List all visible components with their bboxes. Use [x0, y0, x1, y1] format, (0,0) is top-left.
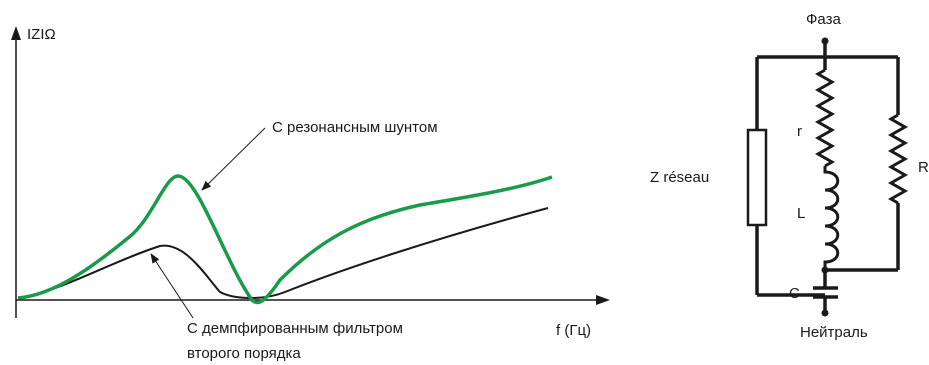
- curve-damped-label-line2: второго порядка: [187, 345, 301, 362]
- y-axis-arrow-icon: [11, 26, 21, 40]
- filter-circuit: Фаза Z réseau r L C Нейтраль: [650, 11, 929, 341]
- z-network-label: Z réseau: [650, 169, 709, 186]
- neutral-label: Нейтраль: [800, 324, 868, 341]
- y-axis-label: IZIΩ: [27, 26, 56, 43]
- capacitor-label: C: [789, 285, 800, 302]
- resonant-leader-line: [201, 127, 266, 191]
- z-network-resistor: [746, 128, 768, 227]
- curve-resonant-shunt: [17, 174, 553, 305]
- small-r-resistor: [814, 68, 836, 168]
- small-r-label: r: [797, 123, 802, 140]
- curve-resonant-label: С резонансным шунтом: [272, 119, 438, 136]
- impedance-graph: IZIΩ f (Гц) С резонансным шунтом С демпф…: [11, 26, 610, 362]
- curve-damped-label-line1: С демпфированным фильтром: [187, 320, 403, 337]
- inductor-label: L: [797, 205, 805, 222]
- x-axis-arrow-icon: [596, 295, 610, 305]
- big-r-resistor: [887, 113, 909, 205]
- x-axis-label: f (Гц): [556, 322, 591, 339]
- inductor-l: [823, 166, 840, 270]
- curve-damped-filter: [17, 207, 549, 299]
- phase-label: Фаза: [806, 11, 841, 28]
- neutral-terminal: [821, 309, 829, 317]
- big-r-label: R: [918, 159, 929, 176]
- damped-leader-line: [150, 253, 194, 319]
